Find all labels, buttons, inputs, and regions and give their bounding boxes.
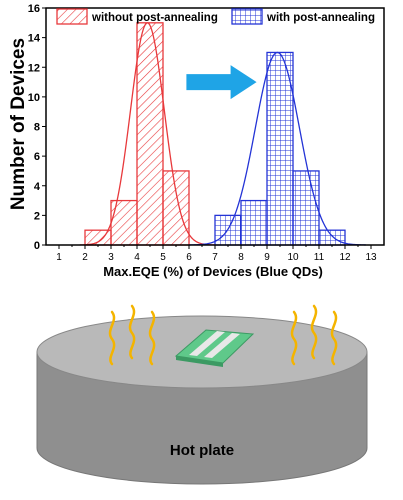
x-axis-label: Max.EQE (%) of Devices (Blue QDs) <box>103 264 323 279</box>
x-tick-label: 10 <box>287 252 299 263</box>
x-tick-label: 13 <box>365 252 377 263</box>
device-substrate-edge <box>176 356 223 367</box>
heat-wave-icon <box>108 310 116 366</box>
x-tick-label: 5 <box>160 252 166 263</box>
hot-plate-label: Hot plate <box>170 442 234 459</box>
hot-plate-illustration: Hot plate <box>36 304 368 485</box>
y-tick-label: 4 <box>34 181 41 193</box>
x-tick-label: 12 <box>339 252 351 263</box>
x-tick-label: 2 <box>82 252 88 263</box>
fit-curves-layer <box>79 22 366 246</box>
legend-label: with post-annealing <box>266 12 375 24</box>
histogram-bar <box>318 229 346 246</box>
y-tick-label: 8 <box>34 122 40 134</box>
histogram-bar <box>240 199 268 246</box>
shift-arrow-layer <box>186 65 257 100</box>
heat-wave-icon <box>310 304 318 360</box>
gaussian-fit-curve <box>188 51 366 246</box>
histogram-bar <box>162 170 190 246</box>
y-tick-label: 14 <box>28 33 41 45</box>
heat-wave-icon <box>128 304 136 360</box>
gaussian-fit-curve <box>79 22 216 246</box>
legend-label: without post-annealing <box>91 12 218 24</box>
histogram-bar <box>292 170 320 246</box>
x-tick-label: 8 <box>238 252 244 263</box>
electrode-stripe <box>204 333 240 358</box>
x-tick-label: 11 <box>314 252 325 263</box>
x-tick-label: 9 <box>264 252 270 263</box>
heat-wave-icon <box>148 310 156 366</box>
legend: without post-annealing with post-annealin… <box>56 8 375 25</box>
electrode-stripe <box>189 331 225 356</box>
y-tick-label: 10 <box>28 92 40 104</box>
right-arrow-icon <box>186 65 257 100</box>
y-axis-label: Number of Devices <box>8 38 29 210</box>
histogram-bar <box>110 199 138 246</box>
histogram-bar <box>266 51 294 246</box>
hot-plate-side <box>36 351 368 485</box>
heat-wave-icon <box>330 310 338 366</box>
x-tick-label: 3 <box>108 252 114 263</box>
y-tick-label: 16 <box>28 3 40 15</box>
y-tick-label: 2 <box>34 210 40 222</box>
heat-waves <box>108 304 338 366</box>
plot-frame <box>45 7 385 246</box>
x-tick-label: 7 <box>212 252 218 263</box>
y-tick-label: 6 <box>34 151 40 163</box>
y-tick-label: 0 <box>34 240 40 252</box>
legend-swatch <box>56 8 88 25</box>
bars-layer <box>84 22 346 246</box>
x-tick-label: 6 <box>186 252 192 263</box>
histogram-bar <box>136 22 164 246</box>
y-tick-label: 12 <box>28 62 40 74</box>
device-substrate <box>174 329 255 367</box>
legend-swatch <box>231 8 263 25</box>
x-tick-label: 4 <box>134 252 140 263</box>
x-tick-label: 1 <box>56 252 62 263</box>
heat-wave-icon <box>290 310 298 366</box>
